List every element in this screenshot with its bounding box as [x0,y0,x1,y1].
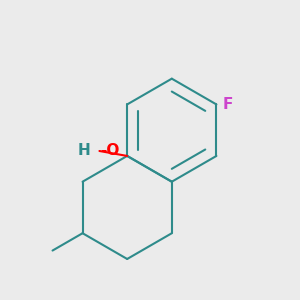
Text: -O: -O [100,143,120,158]
Text: H: H [77,143,90,158]
Text: F: F [222,97,233,112]
